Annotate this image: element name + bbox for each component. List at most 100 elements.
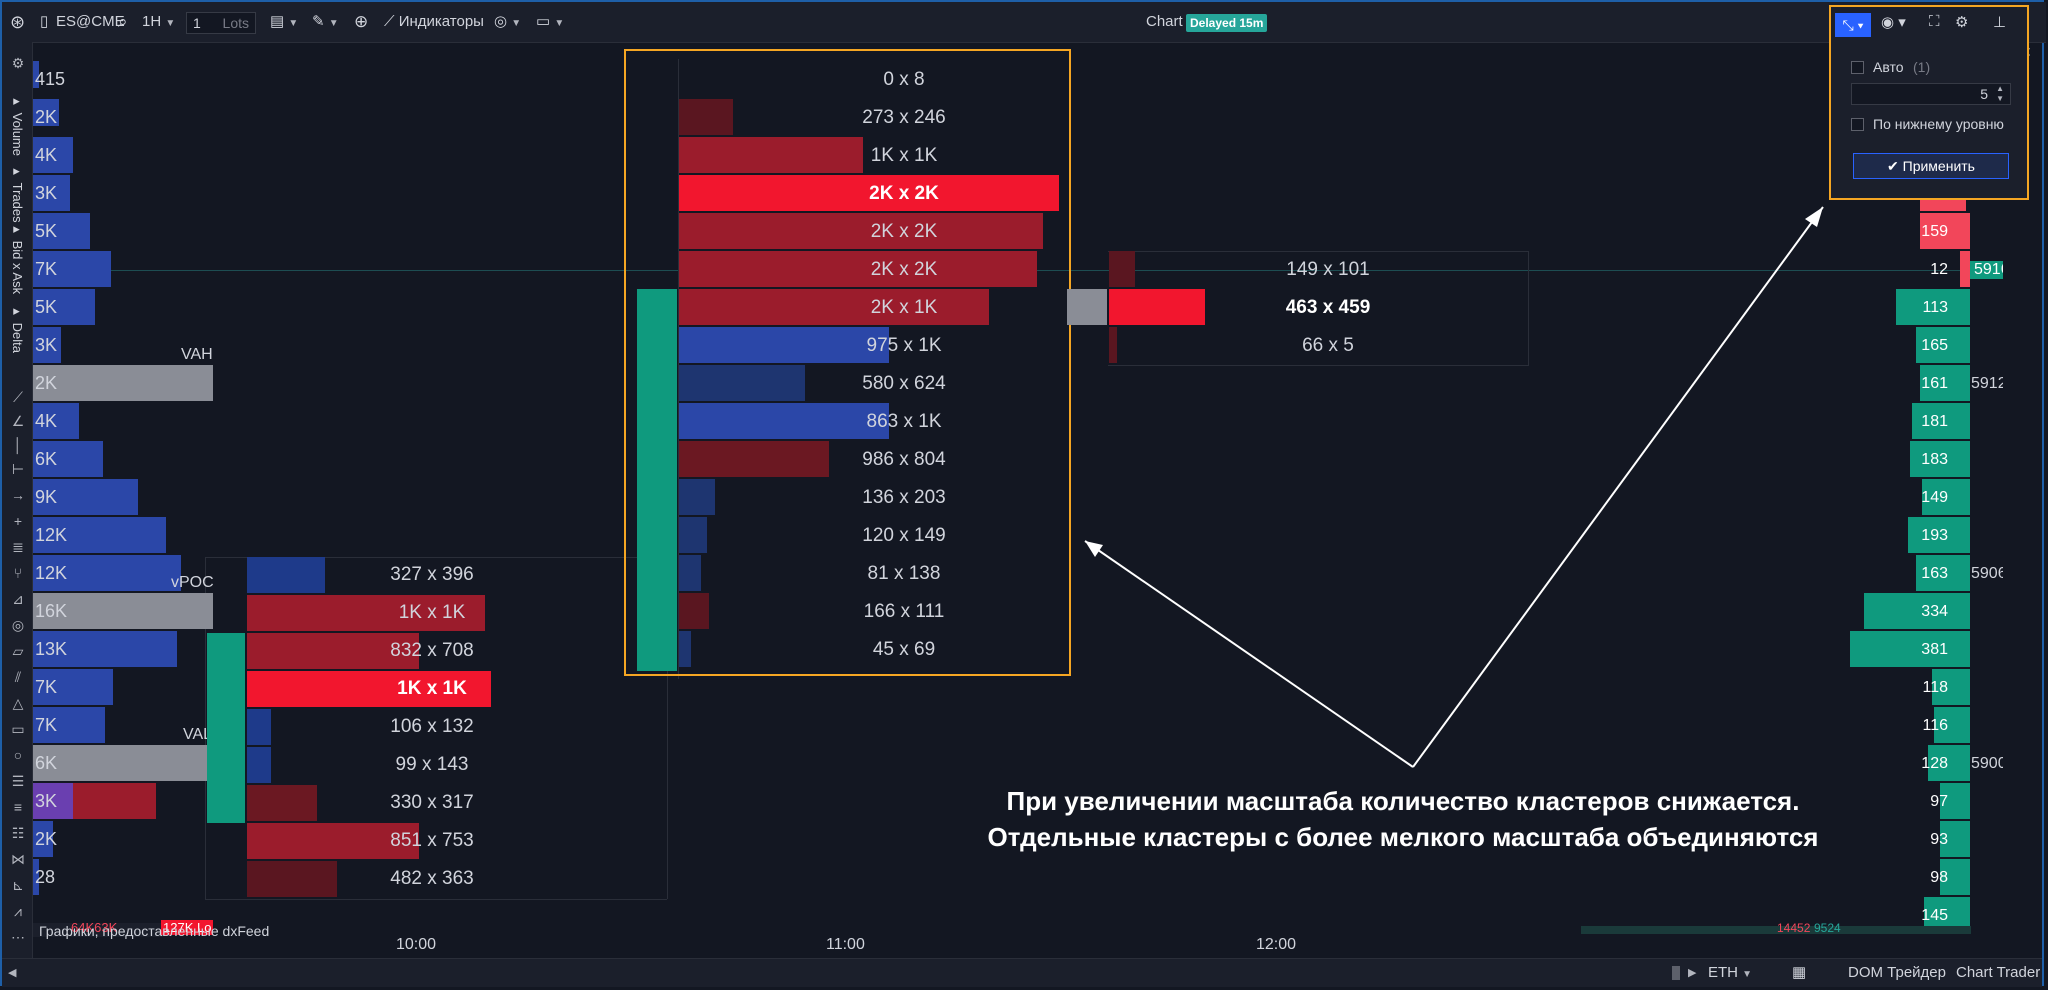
- cluster-bar: [679, 213, 1043, 249]
- popup-header: ⤡ ▾ ◉ ▾ ⛶ ⚙ ⊥: [1831, 7, 2027, 43]
- cluster-bar: [247, 785, 317, 821]
- quantity-value: 1: [193, 15, 201, 31]
- cluster-bar: [679, 441, 829, 477]
- cycle-icon[interactable]: ⋈: [11, 851, 25, 867]
- cluster-value: 975 x 1K: [866, 335, 942, 356]
- circle-target-icon[interactable]: ◎: [11, 617, 25, 633]
- rectangle-icon[interactable]: ▭: [11, 721, 25, 737]
- bars-icon[interactable]: ≡: [13, 799, 23, 815]
- trendline-icon[interactable]: ⟋: [13, 389, 23, 405]
- arrow-head-right: [1805, 207, 1823, 227]
- ellipse-icon[interactable]: ○: [13, 747, 23, 763]
- angle-icon[interactable]: ∠: [11, 413, 25, 429]
- profile-bar: [33, 99, 59, 126]
- triangle-icon[interactable]: △: [12, 695, 24, 711]
- profile-value: 4K: [35, 145, 58, 165]
- strip-value: 64K63K: [71, 920, 118, 935]
- arrow-icon[interactable]: →: [11, 487, 25, 503]
- auto-count: (1): [1913, 59, 1931, 75]
- right-profile-bar: [1932, 669, 1970, 705]
- chart-area[interactable]: 415 2K 4K 3K 5K 7K 5K 3K 2K 4K 6K 9K 12K…: [33, 43, 2003, 953]
- channel-icon[interactable]: ⫽: [14, 669, 22, 685]
- pitchfork-icon[interactable]: ⑂: [13, 565, 23, 581]
- profile-bar: [33, 403, 79, 439]
- profile-bar: [33, 137, 73, 173]
- phone-icon[interactable]: ▯: [40, 13, 49, 30]
- right-profile-bar: [1960, 251, 1970, 287]
- symbol-selector[interactable]: ES@CME: [56, 13, 125, 30]
- zoom-icon[interactable]: ⊕: [354, 12, 369, 31]
- cluster-bar-max: [679, 175, 1059, 211]
- scrollbar-handle[interactable]: [1672, 966, 1680, 980]
- list-icon[interactable]: ☷: [11, 825, 25, 841]
- horizontal-ray-icon[interactable]: ⊢: [11, 461, 25, 477]
- camera-icon[interactable]: ◉ ▾: [1881, 14, 1906, 31]
- profile-value: 16K: [35, 601, 68, 621]
- pin-icon[interactable]: ⊥: [1993, 14, 2007, 31]
- zigzag-icon[interactable]: ⩘: [14, 903, 22, 919]
- chart-trader-button[interactable]: Chart Trader: [1956, 964, 2041, 981]
- panel-label-trades[interactable]: ▸ Trades: [10, 164, 25, 223]
- ruler-icon[interactable]: ▱: [12, 643, 24, 659]
- panel-label-volume[interactable]: ▸ Volume: [10, 94, 25, 156]
- search-icon[interactable]: ⌕: [118, 12, 128, 31]
- profile-bar: [33, 175, 70, 211]
- crosshair-icon[interactable]: ◎ ▼: [494, 13, 522, 30]
- cluster-count-stepper[interactable]: 5 ▲ ▼: [1851, 83, 2011, 105]
- cluster-bar: [1109, 251, 1135, 287]
- profile-value: 12K: [35, 525, 68, 545]
- scroll-left-icon[interactable]: ◀: [8, 967, 17, 979]
- right-profile-value: 116: [1922, 717, 1948, 734]
- cluster-frame-right: [1528, 251, 1529, 366]
- cluster-bar: [679, 555, 701, 591]
- cross-icon[interactable]: +: [13, 513, 23, 529]
- auto-checkbox[interactable]: [1851, 61, 1864, 74]
- cluster-value: 166 x 111: [863, 601, 945, 622]
- bottom-toolbar: ◀ ▶ ETH ▼ ▦ DOM Трейдер Chart Trader: [2, 958, 2042, 987]
- cluster-bar: [679, 365, 805, 401]
- parallel-lines-icon[interactable]: ≣: [12, 539, 24, 555]
- quantity-input[interactable]: 1 Lots: [186, 12, 256, 34]
- cluster-value: 2K x 2K: [869, 183, 939, 204]
- profile-value: 7K: [35, 677, 58, 697]
- dom-trader-button[interactable]: DOM Трейдер: [1848, 964, 1946, 981]
- indicators-button[interactable]: ⟋ Индикаторы: [384, 2, 484, 42]
- panel-label-bid-ask[interactable]: ▸ Bid x Ask: [10, 222, 25, 295]
- app-logo-icon[interactable]: ⊛: [10, 12, 26, 32]
- panel-label-delta[interactable]: ▸ Delta: [10, 304, 25, 353]
- lower-level-checkbox[interactable]: [1851, 118, 1864, 131]
- session-selector[interactable]: ETH ▼: [1708, 959, 1752, 987]
- cluster-bar-max: [247, 671, 491, 707]
- right-profile-bar: [1912, 403, 1970, 439]
- vertical-line-icon[interactable]: │: [13, 437, 23, 453]
- cluster-bar: [679, 137, 863, 173]
- scroll-right-icon[interactable]: ▶: [1688, 967, 1697, 979]
- chart-type-icon[interactable]: ▤ ▼: [270, 13, 299, 30]
- levels-icon[interactable]: ☰: [11, 773, 25, 789]
- fullscreen-icon[interactable]: ⛶: [1929, 13, 1940, 30]
- gear-icon[interactable]: ⚙: [11, 55, 25, 71]
- cluster-value: 273 x 246: [862, 107, 946, 128]
- layout-icon[interactable]: ▭ ▼: [536, 13, 565, 30]
- measure-icon[interactable]: ⊾: [12, 877, 24, 893]
- timeframe-selector[interactable]: 1H ▼: [142, 2, 175, 42]
- right-profile-value: 334: [1921, 603, 1948, 620]
- cluster-value: 2K x 2K: [870, 221, 938, 242]
- drawing-pen-icon[interactable]: ✎ ▼: [312, 13, 339, 30]
- stepper-arrows-icon[interactable]: ▲ ▼: [1996, 84, 2004, 103]
- calendar-icon[interactable]: ▦: [1792, 964, 1807, 981]
- chevron-down-icon: ▼: [328, 18, 339, 29]
- price-label: 5912.50: [1971, 375, 2003, 392]
- gear-icon[interactable]: ⚙: [1955, 14, 1969, 31]
- fib-icon[interactable]: ⊿: [12, 591, 24, 607]
- merge-clusters-button[interactable]: ⤡ ▾: [1835, 13, 1871, 37]
- cluster-bar: [247, 861, 337, 897]
- right-profile-value: 193: [1921, 527, 1948, 544]
- apply-button[interactable]: ✔ Применить: [1853, 153, 2009, 179]
- profile-bar: [33, 251, 111, 287]
- more-icon[interactable]: ⋯: [11, 929, 25, 945]
- lower-level-label: По нижнему уровню: [1873, 116, 2004, 132]
- cluster-frame-left: [205, 557, 206, 899]
- right-profile-bar: [1940, 783, 1970, 819]
- right-profile-value: 381: [1921, 641, 1948, 658]
